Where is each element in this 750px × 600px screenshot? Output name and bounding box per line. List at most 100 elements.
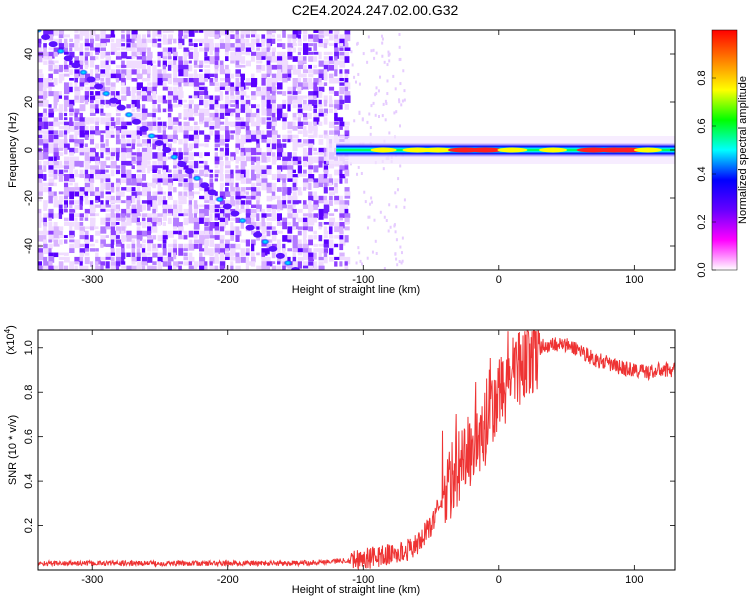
noise-cell xyxy=(188,104,193,112)
noise-cell xyxy=(235,265,241,270)
noise-cell xyxy=(131,51,138,58)
noise-cell xyxy=(214,213,221,221)
noise-cell xyxy=(121,38,126,42)
noise-cell xyxy=(121,174,127,178)
noise-cell xyxy=(152,208,156,215)
noise-cell xyxy=(276,165,283,172)
noise-cell xyxy=(84,130,90,138)
speckle-cell xyxy=(403,198,406,202)
speckle-cell xyxy=(387,53,390,57)
noise-cell xyxy=(147,256,153,263)
noise-cell xyxy=(69,230,75,237)
noise-cell xyxy=(323,195,328,201)
noise-cell xyxy=(287,160,292,169)
speckle-cell xyxy=(358,110,361,114)
noise-cell xyxy=(214,165,219,169)
snr-plot-area xyxy=(38,330,675,570)
noise-cell xyxy=(199,261,205,268)
noise-cell xyxy=(308,191,313,199)
noise-cell xyxy=(183,152,189,156)
noise-cell xyxy=(313,235,318,240)
noise-cell xyxy=(261,187,268,191)
noise-cell xyxy=(214,130,220,136)
noise-cell xyxy=(157,217,162,225)
noise-cell xyxy=(69,78,74,81)
noise-cell xyxy=(74,117,81,122)
noise-cell xyxy=(204,99,209,107)
noise-cell xyxy=(276,51,284,59)
noise-cell xyxy=(105,73,111,78)
noise-cell xyxy=(323,213,328,219)
noise-cell xyxy=(199,38,205,44)
carrier-peak xyxy=(370,147,397,153)
noise-cell xyxy=(121,51,128,59)
noise-cell xyxy=(38,112,43,117)
noise-cell xyxy=(58,195,64,202)
noise-cell xyxy=(297,226,303,230)
colorbar: 0.00.20.40.60.8 Normalized spectral ampl… xyxy=(696,29,749,278)
speckle-cell xyxy=(399,57,402,61)
speckle-cell xyxy=(384,99,387,103)
noise-cell xyxy=(302,64,307,70)
noise-cell xyxy=(115,51,121,57)
noise-cell xyxy=(147,156,151,161)
noise-cell xyxy=(214,243,221,251)
noise-cell xyxy=(100,265,104,270)
noise-cell xyxy=(157,191,164,195)
noise-cell xyxy=(147,143,151,149)
noise-cell xyxy=(339,165,345,171)
noise-cell xyxy=(328,121,335,128)
noise-cell xyxy=(84,43,90,47)
noise-cell xyxy=(219,191,226,200)
noise-cell xyxy=(235,130,241,136)
noise-cell xyxy=(193,47,198,54)
noise-cell xyxy=(141,43,148,50)
noise-cell xyxy=(271,38,276,44)
noise-cell xyxy=(105,69,110,76)
noise-cell xyxy=(193,91,200,99)
noise-cell xyxy=(157,73,164,80)
noise-cell xyxy=(225,104,229,112)
noise-cell xyxy=(69,82,73,86)
noise-cell xyxy=(136,243,143,248)
noise-cell xyxy=(225,51,229,56)
noise-cell xyxy=(38,121,44,130)
noise-cell xyxy=(235,235,240,242)
chirp-mark xyxy=(78,69,88,76)
noise-cell xyxy=(276,34,281,38)
noise-cell xyxy=(245,117,251,123)
noise-cell xyxy=(225,191,231,197)
noise-cell xyxy=(105,252,112,260)
noise-cell xyxy=(318,261,324,268)
speckle-cell xyxy=(374,113,377,117)
noise-cell xyxy=(240,82,246,90)
noise-cell xyxy=(297,108,303,115)
noise-cell xyxy=(121,69,128,76)
noise-cell xyxy=(323,69,328,78)
noise-cell xyxy=(245,261,252,266)
noise-cell xyxy=(318,213,324,220)
noise-cell xyxy=(266,108,272,117)
noise-cell xyxy=(235,73,241,78)
noise-cell xyxy=(276,152,284,157)
noise-cell xyxy=(188,182,194,191)
noise-cell xyxy=(256,69,262,73)
noise-cell xyxy=(84,243,89,252)
noise-cell xyxy=(69,139,75,143)
noise-cell xyxy=(115,73,122,81)
noise-cell xyxy=(69,51,75,58)
noise-cell xyxy=(219,134,224,141)
noise-cell xyxy=(63,256,70,263)
noise-cell xyxy=(157,200,162,206)
noise-cell xyxy=(235,191,241,199)
noise-cell xyxy=(157,78,164,86)
noise-cell xyxy=(323,43,328,49)
noise-cell xyxy=(313,86,318,92)
noise-cell xyxy=(48,160,54,168)
noise-cell xyxy=(328,34,334,41)
noise-cell xyxy=(79,243,85,248)
noise-cell xyxy=(235,195,242,200)
noise-cell xyxy=(230,174,234,181)
speckle-cell xyxy=(386,92,389,96)
noise-cell xyxy=(183,47,190,56)
